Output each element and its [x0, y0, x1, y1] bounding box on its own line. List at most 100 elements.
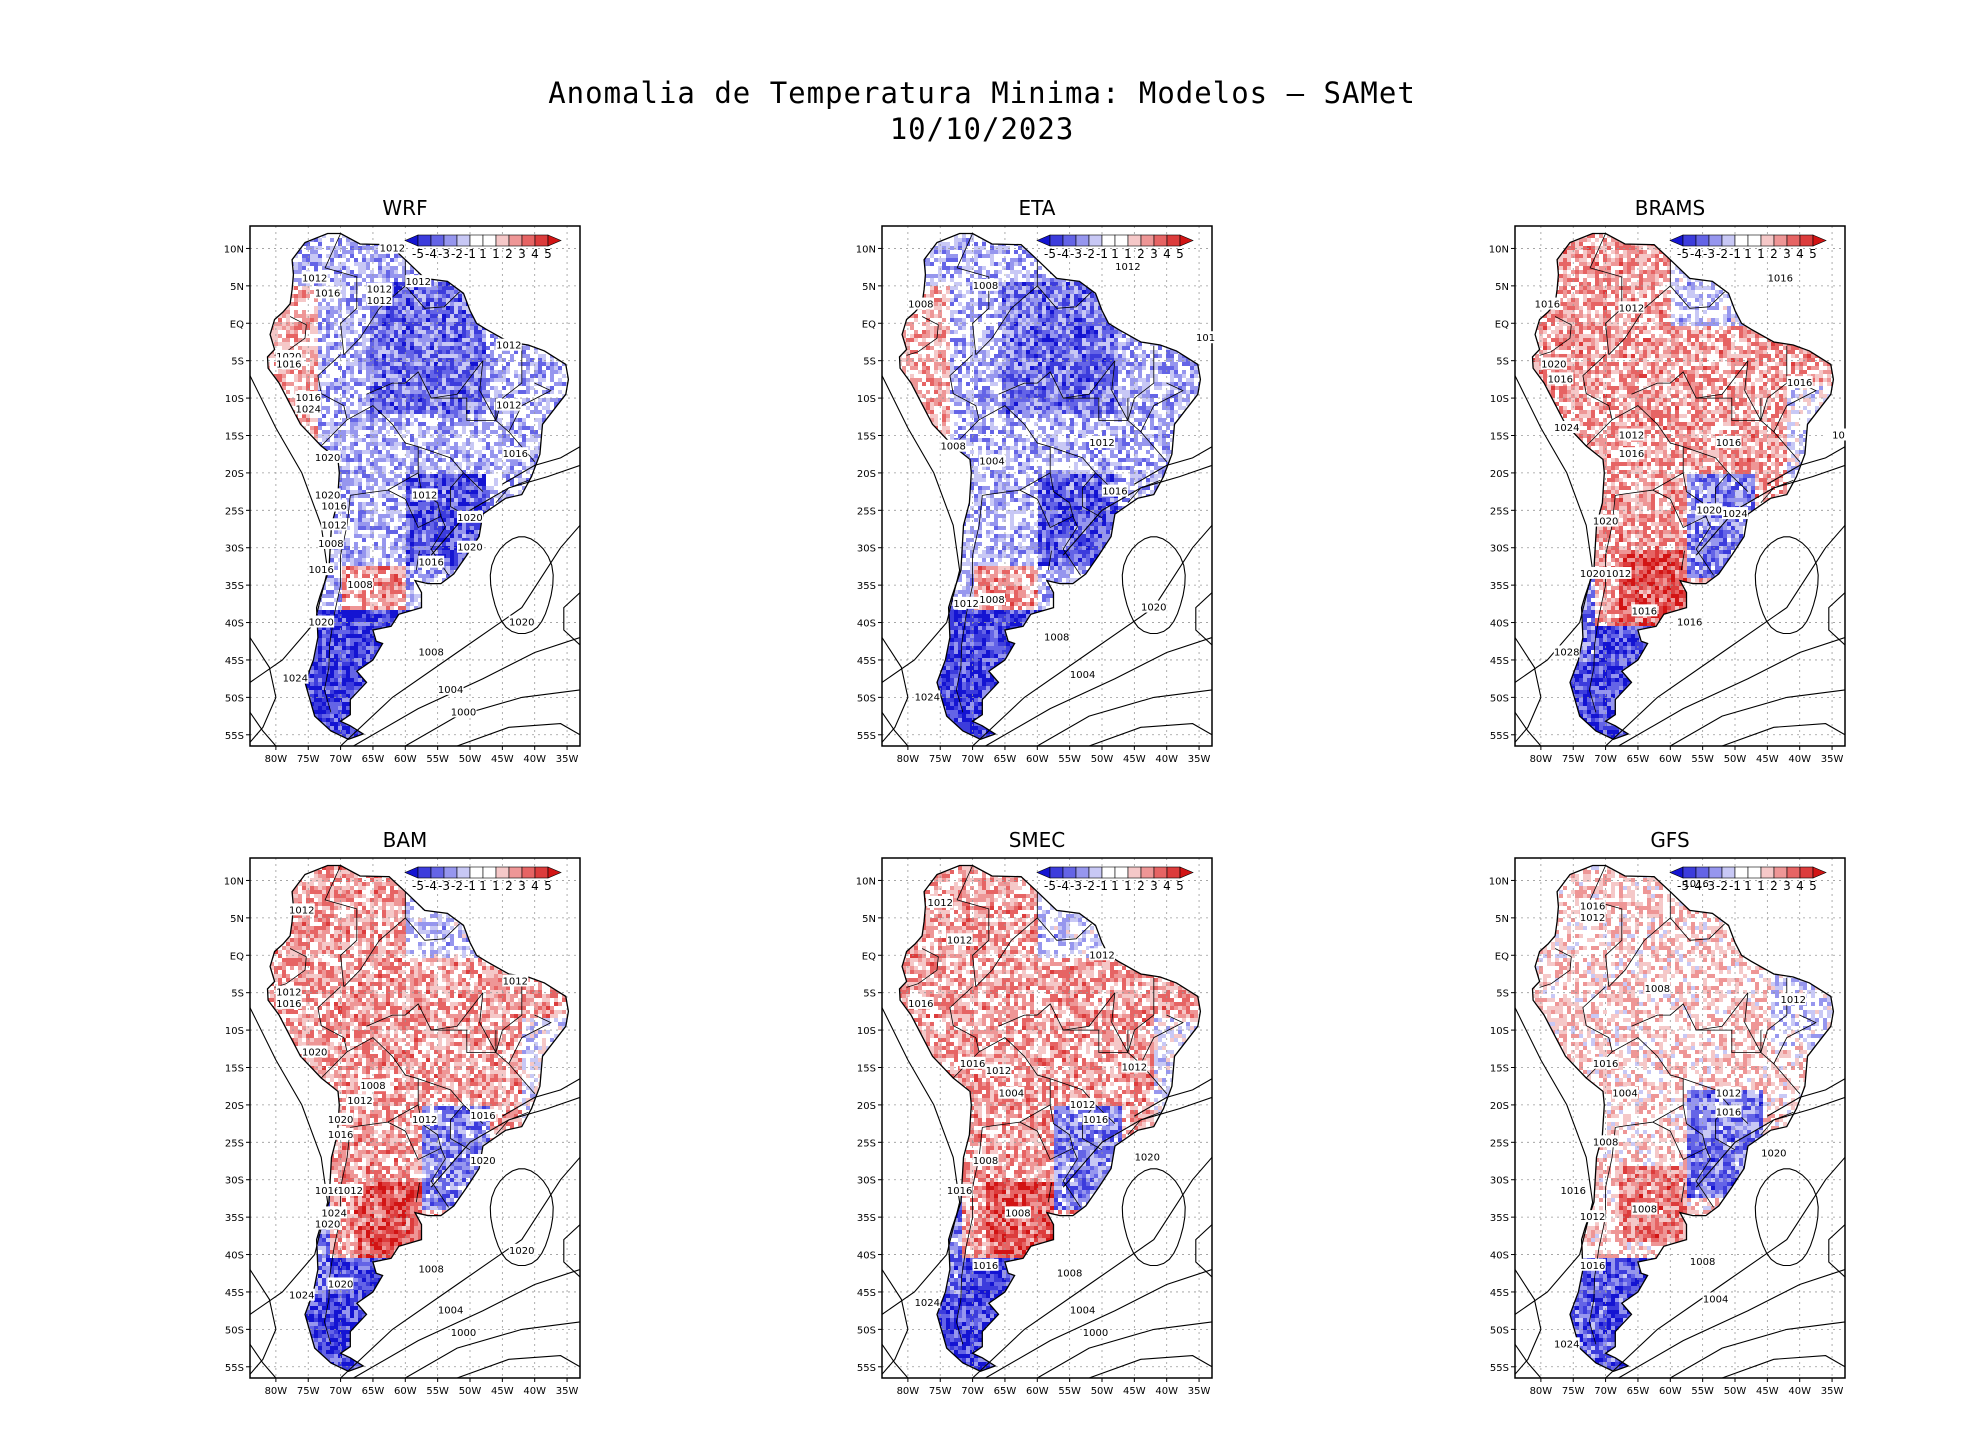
colorbar-swatch: [469, 234, 484, 247]
colorbar-label: 4: [531, 879, 539, 893]
isobar-label: 1016: [328, 1130, 353, 1141]
colorbar-label: 5: [1176, 879, 1184, 893]
isobar-label: 1012: [380, 243, 405, 254]
isobar-label: 1012: [953, 599, 978, 610]
lon-tick-label: 75W: [297, 754, 320, 765]
colorbar-label: -5: [1677, 247, 1689, 261]
isobar-label: 1016: [1548, 374, 1573, 385]
isobar-label: 1020: [1541, 359, 1566, 370]
colorbar-swatch: [1179, 234, 1194, 247]
map-frame: [249, 225, 581, 747]
isobar-label: 1012: [367, 296, 392, 307]
isobar-label: 1020: [1761, 1149, 1786, 1160]
isobar-label: 1016: [973, 1261, 998, 1272]
colorbar-label: 1: [1111, 247, 1119, 261]
isobar-label: 1012: [412, 490, 437, 501]
lat-tick-label: 20S: [857, 469, 876, 480]
isobar-label: 1012: [1716, 1089, 1741, 1100]
colorbar-swatch: [1708, 234, 1723, 247]
colorbar-label: -4: [1057, 879, 1069, 893]
lat-tick-label: 50S: [857, 1325, 876, 1336]
colorbar-label: 1: [479, 247, 487, 261]
lat-tick-label: 10S: [1490, 394, 1509, 405]
isobar-label: 1024: [289, 1291, 314, 1302]
lat-tick-label: 40S: [1490, 619, 1509, 630]
lon-tick-label: 40W: [1788, 754, 1811, 765]
colorbar-swatch: [1179, 866, 1194, 879]
colorbar-label: -3: [438, 247, 450, 261]
isobar-label: 1020: [328, 1115, 353, 1126]
anomaly-field: [1532, 233, 1834, 740]
isobar-label: 1000: [1083, 1328, 1108, 1339]
lat-tick-label: 30S: [225, 1176, 244, 1187]
map-frame: [881, 857, 1213, 1379]
lon-tick-label: 55W: [426, 754, 449, 765]
isobar-label: 1016: [1561, 1186, 1586, 1197]
isobar-label: 1016: [1593, 1059, 1618, 1070]
colorbar-label: 5: [1176, 247, 1184, 261]
isobar-label: 1004: [438, 685, 463, 696]
lon-tick-label: 35W: [1188, 754, 1211, 765]
isobar-label: 1020: [1135, 1152, 1160, 1163]
lon-tick-label: 50W: [1091, 754, 1114, 765]
colorbar-label: 4: [531, 247, 539, 261]
isobar-label: 1024: [296, 404, 321, 415]
isobar-label: 1012: [406, 277, 431, 288]
lat-tick-label: 5N: [230, 914, 244, 925]
isobar-label: 1016: [1535, 300, 1560, 311]
lon-tick-label: 40W: [523, 1386, 546, 1397]
lat-tick-label: 25S: [857, 1138, 876, 1149]
isobar-label: 1012: [503, 976, 528, 987]
isobar-label: 1016: [960, 1059, 985, 1070]
colorbar-swatch: [1669, 234, 1684, 247]
colorbar-label: 5: [544, 247, 552, 261]
colorbar-label: 1: [1757, 247, 1765, 261]
lat-tick-label: 5S: [231, 357, 244, 368]
lat-tick-label: 35S: [857, 581, 876, 592]
colorbar-swatch: [404, 234, 419, 247]
isobar-label: 1020: [457, 543, 482, 554]
lat-tick-label: EQ: [1495, 951, 1509, 962]
isobar-label: 1024: [915, 1298, 940, 1309]
isobar-label: 1012: [1619, 430, 1644, 441]
lon-tick-label: 75W: [1562, 1386, 1585, 1397]
map-brams: 10N 5N EQ 5S 10S 15S 20S 25S 30S 35S 40S 45S 50S 55S 8…: [1489, 225, 1852, 765]
lat-tick-label: 15S: [225, 431, 244, 442]
isobar-label: 1012: [1580, 913, 1605, 924]
lon-tick-label: 35W: [1821, 1386, 1844, 1397]
lon-tick-label: 40W: [1155, 1386, 1178, 1397]
isobar-label: 1004: [438, 1306, 463, 1317]
isobar-label: 1020: [457, 513, 482, 524]
grid-lines: [1515, 226, 1845, 746]
lat-tick-label: 10N: [224, 244, 244, 255]
isobar-label: 1008: [418, 1265, 443, 1276]
lat-tick-label: 25S: [225, 1138, 244, 1149]
lon-tick-label: 65W: [994, 754, 1017, 765]
isobar-label: 1024: [915, 692, 940, 703]
colorbar-label: -1: [464, 247, 476, 261]
lat-tick-label: 20S: [225, 1101, 244, 1112]
colorbar-label: -4: [425, 879, 437, 893]
lon-tick-label: 60W: [1026, 754, 1049, 765]
isobar-label: 1000: [451, 1328, 476, 1339]
isobar-label: 1012: [928, 898, 953, 909]
lon-tick-label: 50W: [459, 754, 482, 765]
isobar-label: 1008: [418, 647, 443, 658]
colorbar-label: -5: [1044, 247, 1056, 261]
colorbar-swatch: [1153, 234, 1168, 247]
isobars: [250, 1007, 580, 1378]
isobar-label: 1016: [308, 565, 333, 576]
lon-tick-label: 45W: [491, 1386, 514, 1397]
colorbar-label: 5: [1809, 247, 1817, 261]
isobar-label: 1016: [1716, 1107, 1741, 1118]
lon-tick-label: 55W: [1691, 1386, 1714, 1397]
lat-tick-label: 10N: [224, 876, 244, 887]
colorbar-swatch: [404, 866, 419, 879]
isobar-label: 1020: [302, 1048, 327, 1059]
colorbar-swatch: [1153, 866, 1168, 879]
isobar-label: 1020: [1593, 517, 1618, 528]
colorbar-label: 5: [1809, 879, 1817, 893]
colorbar-label: -1: [1096, 247, 1108, 261]
lat-tick-label: 5N: [862, 282, 876, 293]
lat-tick-label: 30S: [225, 544, 244, 555]
